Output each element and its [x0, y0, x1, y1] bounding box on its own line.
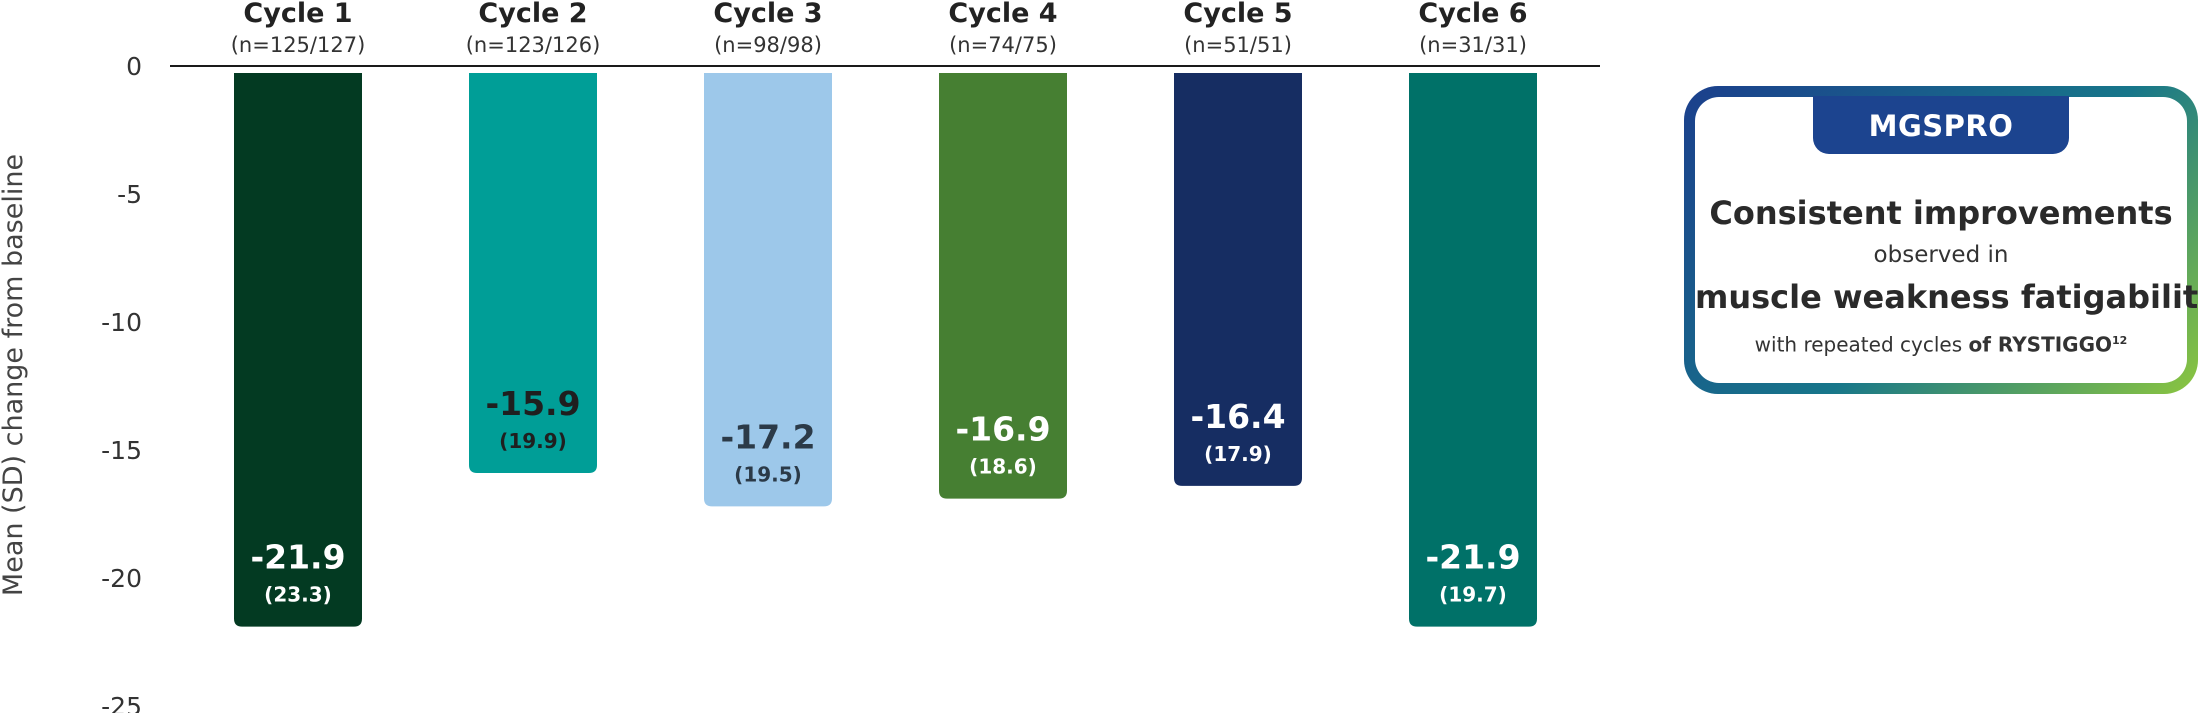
category-label: Cycle 1 — [243, 0, 352, 29]
y-tick-label: -15 — [101, 436, 142, 465]
bar-sd-label: (19.9) — [499, 429, 567, 453]
bar-sd-label: (17.9) — [1204, 442, 1272, 466]
y-tick-label: -5 — [117, 180, 142, 209]
callout-line-4: with repeated cycles of RYSTIGGO12 — [1695, 319, 2187, 367]
category-labels: Cycle 1 (n=125/127) Cycle 2 (n=123/126) Cycl… — [231, 0, 1528, 57]
bar-value-label: -16.9 — [955, 410, 1050, 449]
category-label: Cycle 2 — [478, 0, 587, 29]
bar — [1174, 73, 1302, 486]
category-n-label: (n=98/98) — [714, 33, 822, 57]
bar-value-label: -15.9 — [485, 384, 580, 423]
category-n-label: (n=123/126) — [466, 33, 601, 57]
callout-line-2: observed in — [1873, 242, 2009, 268]
bar-value-label: -21.9 — [1425, 538, 1520, 577]
callout-badge: MGSPRO — [1813, 96, 2069, 154]
callout-line-1: Consistent improvements — [1709, 194, 2173, 232]
bar-sd-label: (19.7) — [1439, 583, 1507, 607]
bar-value-label: -21.9 — [250, 538, 345, 577]
y-tick-label: 0 — [126, 52, 142, 81]
category-label: Cycle 5 — [1183, 0, 1292, 29]
callout-line-4-prefix: with repeated cycles — [1754, 332, 1969, 357]
category-n-label: (n=31/31) — [1419, 33, 1527, 57]
callout-card: MGSPRO Consistent improvements observed … — [1695, 96, 2198, 383]
bar — [234, 73, 362, 627]
category-label: Cycle 6 — [1418, 0, 1527, 29]
category-n-label: (n=51/51) — [1184, 33, 1292, 57]
callout-text: Consistent improvements observed in musc… — [1695, 191, 2198, 367]
mgspro-callout: MGSPRO Consistent improvements observed … — [1684, 86, 2198, 394]
callout-brand: of RYSTIGGO — [1968, 332, 2112, 357]
bar-sd-label: (19.5) — [734, 462, 802, 486]
callout-superscript: 12 — [2112, 334, 2128, 347]
y-tick-label: -20 — [101, 564, 142, 593]
category-n-label: (n=74/75) — [949, 33, 1057, 57]
bar — [469, 73, 597, 474]
bar-value-label: -17.2 — [720, 417, 815, 456]
y-axis-ticks: 0 -5 -10 -15 -20 -25 — [101, 52, 142, 713]
bar — [939, 73, 1067, 499]
y-tick-label: -25 — [101, 692, 142, 713]
y-tick-label: -10 — [101, 308, 142, 337]
category-n-label: (n=125/127) — [231, 33, 366, 57]
y-axis-label: Mean (SD) change from baseline — [0, 154, 29, 596]
bar-sd-label: (23.3) — [264, 583, 332, 607]
bar-sd-label: (18.6) — [969, 455, 1037, 479]
category-label: Cycle 4 — [948, 0, 1057, 29]
bar-chart: 0 -5 -10 -15 -20 -25 -21.9 (23.3) -15.9 (19.9) -1… — [0, 0, 1600, 713]
bar — [1409, 73, 1537, 627]
bar — [704, 73, 832, 507]
callout-line-3: muscle weakness fatigability — [1695, 278, 2198, 316]
bars-group: -21.9 (23.3) -15.9 (19.9) -17.2 (19.5) -16.9 (1… — [234, 73, 1537, 627]
bar-value-label: -16.4 — [1190, 397, 1285, 436]
category-label: Cycle 3 — [713, 0, 822, 29]
